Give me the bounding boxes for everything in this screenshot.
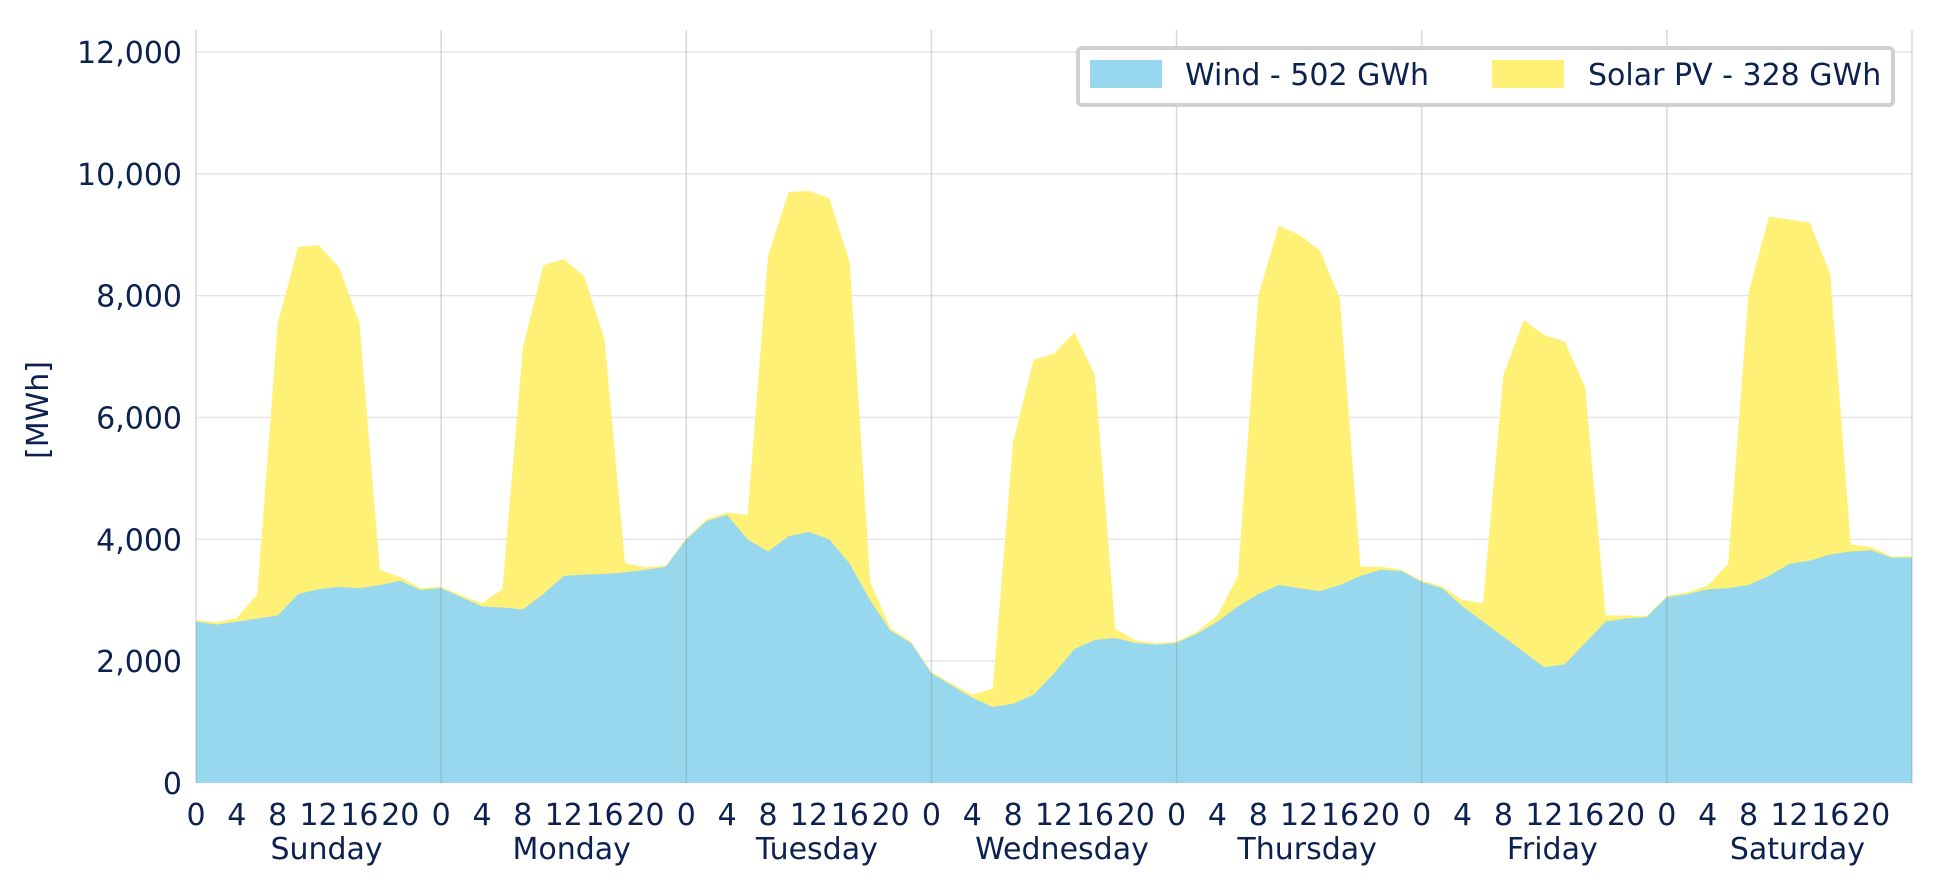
- x-tick-label: 8: [1739, 798, 1758, 833]
- x-tick-label: 4: [1698, 798, 1717, 833]
- x-tick-label: 4: [472, 798, 491, 833]
- x-tick-label: 12: [545, 798, 583, 833]
- x-tick-label: 0: [1657, 798, 1676, 833]
- x-tick-label: 16: [340, 798, 378, 833]
- y-tick-label: 10,000: [77, 158, 182, 193]
- x-tick-label: 0: [1167, 798, 1186, 833]
- day-label: Friday: [1507, 832, 1598, 867]
- x-tick-label: 4: [227, 798, 246, 833]
- y-tick-label: 0: [163, 767, 182, 802]
- x-tick-label: 20: [1852, 798, 1890, 833]
- legend-label-wind: Wind - 502 GWh: [1185, 58, 1429, 93]
- x-tick-label: 0: [432, 798, 451, 833]
- x-tick-label: 20: [1362, 798, 1400, 833]
- wind-area: [196, 514, 1912, 783]
- x-tick-label: 0: [922, 798, 941, 833]
- day-label: Saturday: [1730, 832, 1865, 867]
- day-separator-layer: [195, 30, 1913, 783]
- x-tick-label: 16: [1076, 798, 1114, 833]
- x-tick-label: 20: [1607, 798, 1645, 833]
- day-label: Monday: [512, 832, 630, 867]
- day-label: Wednesday: [975, 832, 1149, 867]
- x-tick-label: 16: [1321, 798, 1359, 833]
- x-tick-label: 16: [831, 798, 869, 833]
- day-label: Tuesday: [755, 832, 878, 867]
- y-tick-label: 12,000: [77, 36, 182, 71]
- day-label: Sunday: [270, 832, 382, 867]
- x-tick-label: 8: [758, 798, 777, 833]
- x-tick-label: 0: [186, 798, 205, 833]
- area-layer: [196, 190, 1912, 783]
- x-tick-label: 12: [1280, 798, 1318, 833]
- x-tick-label: 12: [299, 798, 337, 833]
- legend-box: [1076, 46, 1895, 107]
- x-tick-label: 4: [718, 798, 737, 833]
- x-tick-label: 0: [1412, 798, 1431, 833]
- x-tick-label: 8: [1249, 798, 1268, 833]
- x-tick-label: 16: [585, 798, 623, 833]
- x-tick-label: 16: [1566, 798, 1604, 833]
- x-tick-label: 12: [1770, 798, 1808, 833]
- x-tick-label: 12: [1035, 798, 1073, 833]
- legend: Wind - 502 GWh Solar PV - 328 GWh: [1076, 46, 1895, 107]
- x-tick-label: 4: [1208, 798, 1227, 833]
- y-tick-label: 6,000: [96, 402, 182, 437]
- legend-swatch-wind: [1090, 60, 1162, 88]
- x-tick-label: 20: [1117, 798, 1155, 833]
- x-tick-label: 0: [677, 798, 696, 833]
- x-tick-label: 4: [963, 798, 982, 833]
- x-tick-label: 20: [871, 798, 909, 833]
- x-tick-label: 20: [626, 798, 664, 833]
- legend-swatch-solar: [1492, 60, 1564, 88]
- x-tick-label: 8: [1004, 798, 1023, 833]
- y-axis-label: [MWh]: [21, 361, 56, 459]
- x-tick-label: 4: [1453, 798, 1472, 833]
- legend-label-solar: Solar PV - 328 GWh: [1588, 58, 1881, 93]
- x-tick-label: 12: [1525, 798, 1563, 833]
- x-tick-label: 16: [1811, 798, 1849, 833]
- x-tick-label: 8: [1494, 798, 1513, 833]
- y-tick-label: 2,000: [96, 645, 182, 680]
- x-tick-label: 12: [790, 798, 828, 833]
- x-tick-label: 20: [381, 798, 419, 833]
- y-tick-label: 8,000: [96, 280, 182, 315]
- x-tick-label: 8: [513, 798, 532, 833]
- day-label: Thursday: [1236, 832, 1377, 867]
- x-tick-label: 8: [268, 798, 287, 833]
- y-tick-label: 4,000: [96, 523, 182, 558]
